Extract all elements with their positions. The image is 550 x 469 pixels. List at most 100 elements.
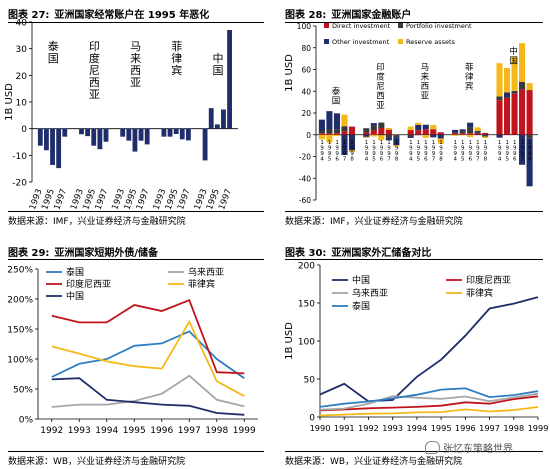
y-tick-label: -60 <box>299 196 311 205</box>
bar-segment <box>519 89 526 135</box>
x-tick-label: 8 <box>350 156 354 162</box>
x-tick-label: 9 <box>424 151 428 157</box>
bar-segment <box>341 134 348 155</box>
group-label: 亚 <box>89 88 100 101</box>
x-tick-label: 1 <box>528 140 532 146</box>
bar-segment <box>422 135 429 138</box>
group-label: 泰 <box>332 86 341 97</box>
x-tick-label: 9 <box>372 151 376 157</box>
x-tick-label: 9 <box>335 145 339 151</box>
y-tick-label: 60 <box>301 66 311 75</box>
y-tick-label: 250% <box>7 266 33 276</box>
x-tick-label: 4 <box>365 156 369 162</box>
legend-label: 中国 <box>66 290 84 302</box>
x-tick-label: 1990 <box>310 423 331 433</box>
bar-segment <box>333 133 340 135</box>
chart-30-title: 图表 30: 亚洲国家外汇储备对比 <box>285 248 432 259</box>
x-tick-label: 7 <box>387 156 391 162</box>
bar-segment <box>348 150 356 153</box>
x-tick-label: 9 <box>439 151 443 157</box>
x-tick-label: 5 <box>417 156 421 162</box>
chart-29-title: 图表 29: 亚洲国家短期外债/储备 <box>8 248 159 259</box>
x-tick-label: 1 <box>498 140 502 146</box>
x-tick-label: 1995 <box>431 423 452 433</box>
group-label: 度 <box>376 72 385 83</box>
group-label: 菲 <box>465 62 474 73</box>
bar-segment <box>326 128 333 134</box>
y-axis-label: 1B USD <box>284 322 295 360</box>
group-label: 亚 <box>130 76 141 89</box>
x-tick-label: 9 <box>476 145 480 151</box>
x-tick-label: 9 <box>387 145 391 151</box>
bar-segment <box>437 132 444 135</box>
bar-segment <box>326 134 333 143</box>
group-label: 中 <box>212 52 223 65</box>
bar-segment <box>378 135 385 141</box>
group-label: 律 <box>171 52 182 65</box>
series-line <box>51 374 245 408</box>
x-tick-label: 1998 <box>503 423 524 433</box>
bar-segment <box>385 129 392 135</box>
x-tick-label: 9 <box>365 151 369 157</box>
bar-segment <box>385 128 392 130</box>
series-line <box>51 299 245 375</box>
x-tick-label: 1 <box>454 140 458 146</box>
bar-segment <box>341 114 348 127</box>
y-tick-label: 150 <box>298 300 315 310</box>
bar-segment <box>430 134 437 138</box>
legend-label: 印度尼西亚 <box>66 278 111 290</box>
series-line <box>319 395 539 412</box>
bar-segment <box>452 134 459 136</box>
chart-29-title-rule <box>8 259 264 260</box>
group-label: 国 <box>332 97 341 107</box>
group-label: 国 <box>509 57 518 67</box>
bar <box>227 30 232 129</box>
bar-segment <box>422 129 429 135</box>
bar-segment <box>526 90 533 135</box>
legend-swatch <box>324 39 329 44</box>
bar-segment <box>326 133 333 135</box>
y-tick-label: 50 <box>304 376 316 386</box>
bar-segment <box>482 132 489 135</box>
x-tick-label: 9 <box>380 151 384 157</box>
x-tick-label: 1 <box>469 140 473 146</box>
x-tick-label: 1 <box>439 140 443 146</box>
legend-label: 中国 <box>352 274 370 286</box>
bar-segment <box>326 111 333 129</box>
series-line <box>51 377 245 416</box>
x-tick-label: 1997 <box>479 423 500 433</box>
x-tick-label: 9 <box>528 151 532 157</box>
group-label: 西 <box>89 76 100 89</box>
x-tick-label: 9 <box>328 151 332 157</box>
bar <box>126 128 132 141</box>
x-tick-label: 9 <box>387 151 391 157</box>
x-tick-label: 1994 <box>95 426 118 436</box>
bar-segment <box>467 134 474 138</box>
x-tick-label: 5 <box>372 156 376 162</box>
bar <box>185 128 191 141</box>
x-tick-label: 1999 <box>528 423 549 433</box>
x-tick-label: 9 <box>395 145 399 151</box>
bar <box>97 128 103 150</box>
bar-segment <box>363 134 370 137</box>
bar <box>37 128 43 146</box>
bar-segment <box>459 133 466 135</box>
bar-segment <box>378 122 385 129</box>
bar-segment <box>407 130 414 135</box>
x-tick-label: 1993 <box>382 423 403 433</box>
bar-segment <box>348 126 356 135</box>
series-line <box>51 319 245 397</box>
x-tick-label: 1 <box>372 140 376 146</box>
legend-label: 印度尼西亚 <box>466 274 511 286</box>
x-tick-label: 9 <box>350 145 354 151</box>
x-tick-label: 7 <box>343 156 347 162</box>
x-tick-label: 8 <box>439 156 443 162</box>
bar <box>208 108 214 129</box>
x-tick-label: 9 <box>380 145 384 151</box>
chart-30-source: 数据来源：WB，兴业证券经济与金融研究院 <box>285 457 463 467</box>
x-tick-label: 9 <box>365 145 369 151</box>
x-tick-label: 9 <box>372 145 376 151</box>
x-tick-label: 1 <box>424 140 428 146</box>
legend-label: 菲律宾 <box>188 278 215 290</box>
bar <box>85 128 91 137</box>
